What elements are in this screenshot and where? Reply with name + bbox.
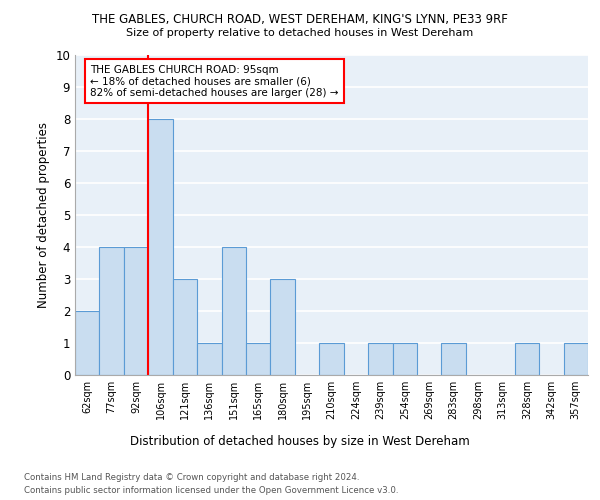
Bar	[173, 279, 197, 375]
Bar	[75, 311, 100, 375]
Bar	[221, 247, 246, 375]
Text: THE GABLES, CHURCH ROAD, WEST DEREHAM, KING'S LYNN, PE33 9RF: THE GABLES, CHURCH ROAD, WEST DEREHAM, K…	[92, 12, 508, 26]
Bar	[148, 119, 173, 375]
Text: Size of property relative to detached houses in West Dereham: Size of property relative to detached ho…	[127, 28, 473, 38]
Bar	[246, 343, 271, 375]
Bar	[515, 343, 539, 375]
Bar	[100, 247, 124, 375]
Text: Contains public sector information licensed under the Open Government Licence v3: Contains public sector information licen…	[24, 486, 398, 495]
Bar	[319, 343, 344, 375]
Bar	[271, 279, 295, 375]
Bar	[442, 343, 466, 375]
Bar	[197, 343, 221, 375]
Bar	[368, 343, 392, 375]
Bar	[563, 343, 588, 375]
Y-axis label: Number of detached properties: Number of detached properties	[37, 122, 50, 308]
Text: THE GABLES CHURCH ROAD: 95sqm
← 18% of detached houses are smaller (6)
82% of se: THE GABLES CHURCH ROAD: 95sqm ← 18% of d…	[91, 64, 339, 98]
Bar	[392, 343, 417, 375]
Text: Contains HM Land Registry data © Crown copyright and database right 2024.: Contains HM Land Registry data © Crown c…	[24, 472, 359, 482]
Bar	[124, 247, 148, 375]
Text: Distribution of detached houses by size in West Dereham: Distribution of detached houses by size …	[130, 435, 470, 448]
